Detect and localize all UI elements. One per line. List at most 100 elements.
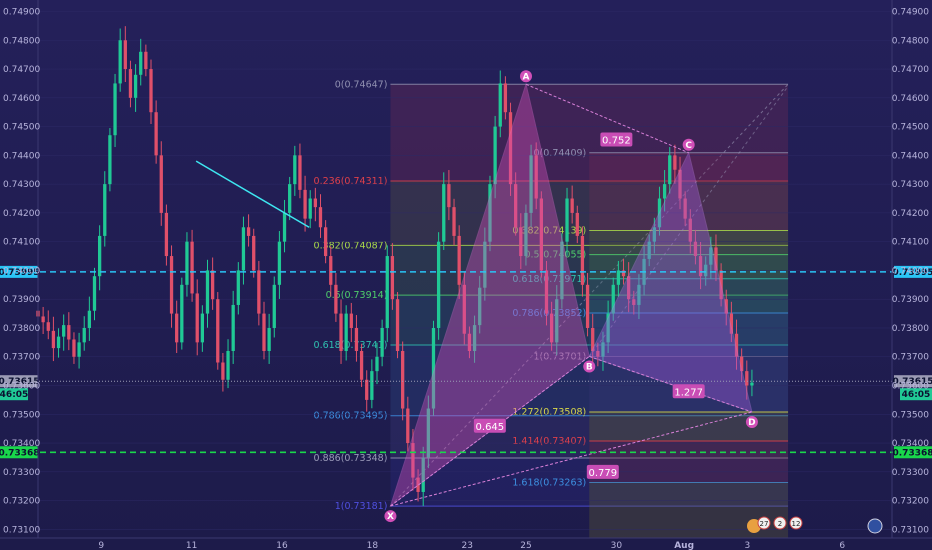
- candle-body: [216, 299, 220, 363]
- candle-body: [349, 313, 353, 328]
- date-tick: Aug: [674, 541, 694, 550]
- candle-body: [729, 313, 734, 334]
- fib-level-label: 0.236(0.74311): [314, 176, 388, 187]
- candle-body: [616, 270, 621, 285]
- candle-body: [257, 270, 261, 314]
- candle-body: [329, 256, 333, 285]
- candle-body: [431, 327, 436, 409]
- candle-body: [288, 184, 292, 213]
- harmonic-pattern[interactable]: X A B C D 0.752 0.645 1.277 0.779: [384, 70, 758, 523]
- date-tick: 6: [839, 541, 845, 550]
- candle-body: [128, 69, 133, 98]
- date-tick: 18: [367, 541, 379, 550]
- price-tick-right: 0.74600: [892, 94, 929, 104]
- candle-body: [585, 284, 590, 328]
- candle-body: [365, 379, 369, 400]
- candle-body: [693, 241, 698, 257]
- fib-trend-line: [390, 83, 789, 507]
- price-tag-right: [894, 265, 932, 278]
- price-tick-left: 0.74800: [3, 36, 40, 46]
- candle-body: [508, 112, 513, 185]
- fib-ext-label: 0.618(0.73971): [512, 274, 586, 285]
- price-tick-right: 0.73700: [892, 353, 929, 363]
- candle-body: [601, 342, 605, 357]
- candle-body: [591, 327, 595, 351]
- candle-body: [272, 284, 276, 328]
- candle-body: [570, 198, 574, 213]
- fib-zone: [390, 295, 789, 345]
- fib-ext-zone: [589, 356, 789, 412]
- price-tag-left: [0, 446, 38, 459]
- price-tick-left: 0.74000: [3, 266, 40, 276]
- pattern-ratio-label: 0.645: [476, 422, 505, 433]
- price-tick-left: 0.73700: [3, 353, 40, 363]
- pattern-ratio-line: [589, 355, 753, 413]
- candle-body: [719, 270, 723, 300]
- pattern-point-marker: [583, 360, 596, 373]
- fib-level-label: 0.618(0.73741): [314, 340, 388, 351]
- candle-body: [308, 198, 312, 219]
- event-badge-label: 27: [760, 520, 769, 528]
- candle-body: [144, 51, 148, 70]
- candle-body: [67, 325, 71, 340]
- price-tick-right: 0.73400: [892, 439, 929, 449]
- candle-body: [606, 313, 610, 343]
- candle-body: [627, 276, 631, 300]
- pattern-point-label: A: [523, 72, 530, 82]
- pattern-point-label: C: [685, 141, 692, 151]
- candle-body: [734, 333, 739, 357]
- price-tick-left: 0.73200: [3, 497, 40, 507]
- candle-body: [436, 241, 441, 328]
- candle-body: [740, 356, 744, 372]
- price-tick-right: 0.73900: [892, 295, 929, 305]
- price-tag-left: [0, 265, 38, 278]
- date-tick: 16: [276, 541, 288, 550]
- currency-flag-icon: [867, 518, 883, 534]
- fib-ext-label: 1.414(0.73407): [512, 436, 586, 447]
- fib-ext-label: 0(0.74409): [534, 148, 587, 159]
- candle-body: [698, 256, 703, 277]
- price-tick-left: 0.74500: [3, 123, 40, 133]
- candle-body: [298, 155, 302, 190]
- event-badge: [773, 516, 787, 530]
- candle-body: [442, 184, 446, 242]
- candle-body: [406, 408, 410, 444]
- pattern-point-marker: [520, 70, 532, 83]
- price-tag-left-label: 0.73615: [0, 377, 40, 387]
- candle-body: [652, 227, 656, 242]
- candle-body: [72, 339, 76, 357]
- candle-body: [390, 256, 395, 300]
- candle-body: [560, 241, 564, 300]
- event-badge: [789, 516, 803, 530]
- price-tag-right: [894, 375, 932, 388]
- price-tag-left: [0, 375, 38, 388]
- candle-body: [683, 198, 687, 219]
- event-badge-label: 12: [792, 520, 801, 528]
- candle-body: [185, 241, 189, 285]
- pattern-ratio-label: 0.752: [602, 136, 631, 147]
- price-tag-right-label: 0.73615: [893, 377, 932, 387]
- price-tick-right: 0.74000: [892, 266, 929, 276]
- price-tick-left: 0.73900: [3, 295, 40, 305]
- candle-body: [46, 322, 50, 331]
- candle-body: [118, 40, 122, 84]
- price-tick-left: 0.73800: [3, 324, 40, 334]
- pattern-ratio-line: [525, 83, 689, 154]
- fib-ext-trend-line: [588, 86, 789, 358]
- price-tick-left: 0.73300: [3, 468, 40, 478]
- candle-body: [467, 333, 472, 351]
- candle-body: [323, 227, 328, 257]
- fib-level-label: 0.886(0.73348): [314, 453, 388, 464]
- candle-body: [133, 74, 138, 98]
- candle-body: [190, 241, 194, 294]
- candle-body: [514, 184, 518, 228]
- event-badge-label: 2: [778, 520, 782, 528]
- candle-body: [354, 327, 359, 351]
- candle-body: [344, 313, 348, 351]
- candle-body: [334, 284, 338, 314]
- price-tick-left: 0.74700: [3, 65, 40, 75]
- candle-body: [745, 371, 749, 386]
- candle-body: [159, 155, 163, 213]
